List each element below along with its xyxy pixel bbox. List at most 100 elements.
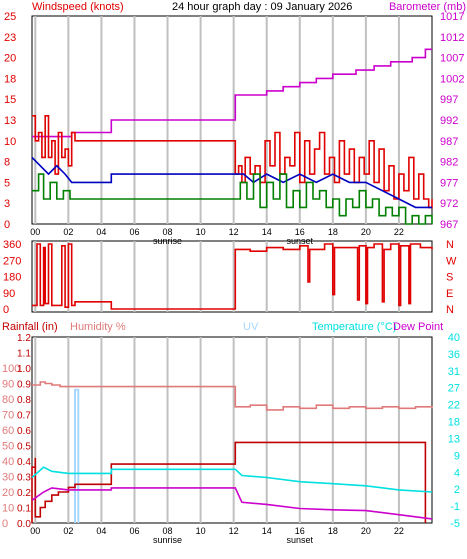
compass-tick: N [446, 239, 454, 251]
direction-y-tick: 360 [3, 239, 21, 251]
rain-y-tick: 0.5 [17, 442, 31, 453]
wind-y-tick: 5 [4, 177, 10, 189]
x-tick-label: 16 [295, 227, 305, 237]
humidity-y-tick: 20 [2, 487, 14, 499]
wind_gust-series-line [32, 115, 433, 209]
x-tick-label: 04 [96, 227, 106, 237]
x-tick-label: 06 [129, 227, 139, 237]
humidity-y-tick: 50 [2, 441, 14, 453]
x-tick-label: 20 [361, 526, 371, 536]
humidity-axis-title: Humidity % [70, 321, 126, 333]
temperature-y-tick: 18 [448, 417, 460, 429]
temperature-y-tick: -5 [450, 518, 460, 530]
x-tick-label: 04 [96, 526, 106, 536]
temperature-y-tick: 4 [454, 467, 460, 479]
direction-y-tick: 180 [3, 272, 21, 284]
wind-y-tick: 8 [4, 157, 10, 169]
barometer-y-tick: 967 [440, 219, 458, 231]
x-tick-label: 02 [63, 526, 73, 536]
wind-y-tick: 10 [4, 136, 16, 148]
wind-y-tick: 15 [4, 94, 16, 106]
x-tick-label: 10 [196, 526, 206, 536]
humidity-y-tick: 0 [2, 518, 8, 530]
rain-y-tick: 0.4 [17, 457, 31, 468]
x-tick-label: 12 [229, 526, 239, 536]
x-tick-label: 20 [361, 227, 371, 237]
x-tick-label: 06 [129, 526, 139, 536]
wind-y-tick: 3 [4, 198, 10, 210]
humidity-y-tick: 10 [2, 503, 14, 515]
x-tick-label: 18 [328, 227, 338, 237]
barometer-y-tick: 1017 [440, 11, 464, 23]
rainfall-axis-title: Rainfall (in) [2, 321, 58, 333]
compass-tick: E [446, 288, 453, 300]
temperature-y-tick: 27 [448, 383, 460, 395]
humidity-y-tick: 60 [2, 425, 14, 437]
wind-y-tick: 18 [4, 73, 16, 85]
x-tick-label: 00 [30, 227, 40, 237]
rain-y-tick: 0.9 [17, 380, 31, 391]
wind_low-series-line [32, 173, 433, 225]
humidity-y-tick: 30 [2, 472, 14, 484]
sunrise-label: sunrise [153, 535, 182, 545]
temperature-y-tick: -1 [450, 501, 460, 513]
humidity-y-tick: 40 [2, 456, 14, 468]
graph-title: 24 hour graph day : 09 January 2026 [172, 1, 352, 13]
sunrise-label: sunrise [153, 236, 182, 246]
barometer-y-tick: 972 [440, 198, 458, 210]
x-tick-label: 14 [262, 227, 272, 237]
wind-y-tick: 23 [4, 32, 16, 44]
x-tick-label: 08 [163, 526, 173, 536]
windspeed-axis-title: Windspeed (knots) [32, 1, 124, 13]
climate-panel-frame [31, 336, 433, 524]
x-tick-label: 16 [295, 526, 305, 536]
rain-y-tick: 0.1 [17, 504, 31, 515]
temperature-y-tick: 31 [448, 366, 460, 378]
rain-y-tick: 0.7 [17, 411, 31, 422]
x-tick-label: 12 [229, 227, 239, 237]
temperature-series-line [31, 466, 433, 493]
rain-y-tick: 1.1 [17, 349, 31, 360]
temperature-y-tick: 36 [448, 349, 460, 361]
direction-series-line [32, 243, 433, 310]
direction-y-tick: 270 [3, 255, 21, 267]
humidity-y-tick: 70 [2, 410, 14, 422]
humidity-y-tick: 90 [2, 379, 14, 391]
rain-y-tick: 1.2 [17, 333, 31, 344]
barometer-y-tick: 997 [440, 94, 458, 106]
uv-series-line [74, 388, 80, 523]
x-tick-label: 14 [262, 526, 272, 536]
temperature-y-tick: 40 [448, 332, 460, 344]
wind-y-tick: 0 [4, 219, 10, 231]
sunset-label: sunset [287, 236, 314, 246]
x-tick-label: 02 [63, 227, 73, 237]
barometer-y-tick: 992 [440, 115, 458, 127]
compass-tick: N [446, 304, 454, 316]
rain-y-tick: 0.2 [17, 488, 31, 499]
temperature-y-tick: 2 [454, 484, 460, 496]
humidity-series-line [32, 381, 433, 411]
wind-y-tick: 13 [4, 115, 16, 127]
barometer-y-tick: 977 [440, 177, 458, 189]
series-layer [31, 48, 433, 523]
temperature-axis-title: Temperature (°C) [312, 321, 396, 333]
temperature-y-tick: 9 [454, 450, 460, 462]
dewpoint-axis-title: Dew Point [393, 321, 443, 333]
x-tick-label: 00 [30, 526, 40, 536]
rain-y-tick: 0.3 [17, 473, 31, 484]
rain-y-tick: 0.6 [17, 426, 31, 437]
barometer-y-tick: 987 [440, 136, 458, 148]
x-tick-label: 08 [163, 227, 173, 237]
barometer-y-tick: 982 [440, 157, 458, 169]
rain-y-tick: 0.0 [17, 519, 31, 530]
direction-y-tick: 90 [3, 288, 15, 300]
barometer-y-tick: 1007 [440, 53, 464, 65]
wind-y-tick: 25 [4, 11, 16, 23]
barometer-axis-title: Barometer (mb) [389, 1, 466, 13]
barometer-series-line [32, 48, 432, 138]
wind-y-tick: 20 [4, 53, 16, 65]
barometer-y-tick: 1002 [440, 73, 464, 85]
barometer-y-tick: 1012 [440, 32, 464, 44]
